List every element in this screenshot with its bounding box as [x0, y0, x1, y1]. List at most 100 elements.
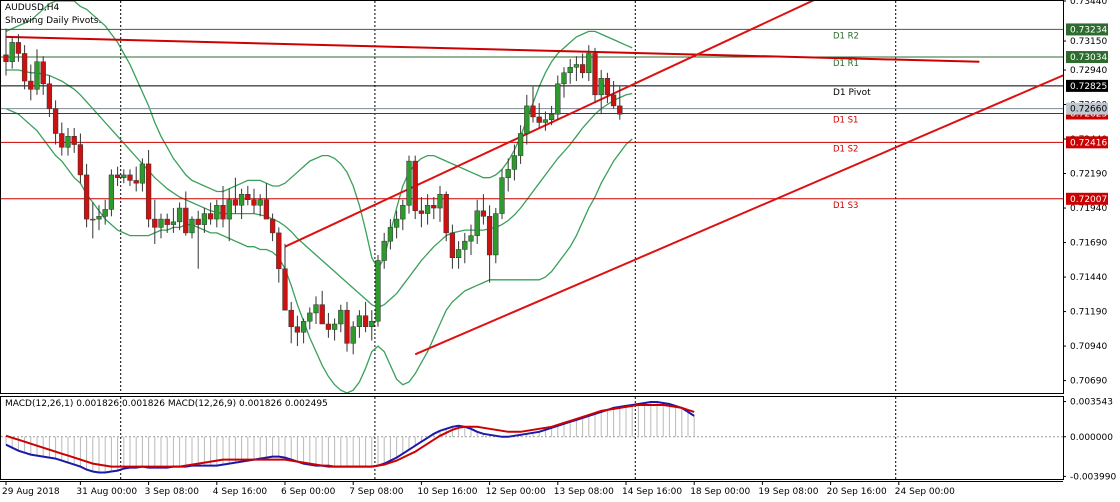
bear-candle	[276, 232, 282, 270]
bull-candle	[524, 105, 530, 134]
bull-candle	[226, 199, 232, 220]
bear-candle	[145, 163, 152, 220]
bull-candle	[369, 320, 375, 327]
bear-candle	[344, 309, 350, 344]
bull-candle	[90, 218, 96, 221]
pivot-price-tag	[1066, 51, 1108, 64]
macd-tick-label: -0.003990	[1070, 472, 1116, 482]
bear-candle	[152, 218, 158, 228]
bull-candle	[455, 249, 462, 258]
pivot-price-tag-label: 0.73234	[1070, 25, 1107, 35]
bull-candle	[511, 155, 518, 170]
symbol-title: AUDUSD,H4	[5, 3, 60, 13]
bull-candle	[257, 199, 263, 206]
time-tick-label: 18 Sep 00:00	[690, 487, 750, 497]
bull-candle	[238, 193, 245, 206]
indicator-note: Showing Daily Pivots.	[5, 16, 102, 26]
bull-candle	[34, 61, 40, 90]
bull-candle	[201, 213, 208, 225]
bull-candle	[567, 67, 573, 74]
bull-candle	[561, 72, 567, 85]
time-tick-label: 31 Aug 00:00	[76, 487, 137, 497]
bear-candle	[486, 216, 493, 256]
bear-candle	[133, 180, 139, 184]
price-tick-label: 0.70940	[1070, 342, 1107, 352]
bull-candle	[393, 218, 400, 228]
bear-candle	[443, 193, 449, 234]
bull-candle	[139, 163, 146, 184]
bear-candle	[449, 232, 456, 258]
bull-candle	[331, 323, 338, 330]
bear-candle	[263, 199, 270, 220]
bear-candle	[15, 42, 22, 54]
pivot-label: D1 S1	[833, 115, 858, 125]
bear-candle	[40, 61, 46, 85]
time-tick-label: 20 Sep 16:00	[827, 487, 887, 497]
channel-lower-trendline	[414, 74, 1063, 356]
bull-candle	[499, 177, 505, 214]
bear-candle	[28, 80, 34, 90]
bull-candle	[517, 133, 524, 156]
bear-candle	[480, 210, 487, 217]
time-tick-label: 3 Sep 08:00	[145, 487, 200, 497]
bull-candle	[474, 210, 480, 236]
pivot-label: D1 S2	[833, 144, 858, 154]
bull-candle	[313, 304, 319, 314]
bull-candle	[300, 320, 307, 333]
bear-candle	[46, 83, 53, 109]
bear-candle	[83, 174, 90, 220]
bull-candle	[400, 205, 406, 220]
bull-candle	[387, 227, 394, 242]
bull-candle	[505, 169, 511, 178]
time-tick-label: 10 Sep 16:00	[417, 487, 477, 497]
bull-candle	[96, 216, 102, 220]
bear-candle	[579, 64, 586, 74]
bear-candle	[288, 309, 294, 327]
bear-candle	[183, 207, 189, 234]
bear-candle	[195, 218, 201, 225]
time-tick-label: 14 Sep 16:00	[622, 487, 682, 497]
bull-candle	[555, 83, 561, 115]
bear-candle	[207, 213, 214, 220]
price-plot[interactable]: D1 R2 D1 R1 D1 Pivot D1 S1 D1 S2 D1 S3	[1, 0, 1120, 393]
bear-candle	[77, 144, 84, 176]
bear-candle	[251, 199, 257, 206]
bull-candle	[375, 260, 381, 322]
bull-candle	[586, 53, 592, 74]
time-tick-label: 6 Sep 00:00	[281, 487, 336, 497]
bollinger-lower-band	[5, 108, 633, 393]
pivot-label: D1 R2	[833, 31, 859, 41]
bear-candle	[617, 105, 623, 115]
bull-candle	[406, 160, 412, 206]
bear-candle	[21, 53, 28, 82]
macd-tick-label: 0.000000	[1070, 433, 1113, 443]
resistance-line	[5, 35, 980, 63]
bear-candle	[269, 218, 276, 234]
time-tick-label: 13 Sep 08:00	[554, 487, 614, 497]
pivot-price-tag-label: 0.72007	[1070, 195, 1107, 205]
macd-signal-line	[5, 404, 695, 468]
time-tick-label: 24 Sep 00:00	[895, 487, 955, 497]
bear-candle	[71, 136, 77, 145]
bear-candle	[418, 210, 425, 214]
bear-candle	[245, 193, 251, 201]
bear-candle	[319, 304, 325, 325]
bull-candle	[437, 193, 443, 209]
bear-candle	[412, 160, 418, 212]
bear-candle	[431, 205, 437, 209]
chart-frames	[0, 0, 1064, 482]
macd-tick-label: 0.003543	[1070, 398, 1113, 408]
pivot-label: D1 S3	[833, 201, 858, 211]
price-tick-label: 0.73150	[1070, 37, 1107, 47]
bear-candle	[164, 218, 170, 225]
bull-candle	[9, 42, 15, 62]
bear-candle	[52, 108, 59, 134]
bear-candle	[592, 53, 598, 96]
macd-header: MACD(12,26,1) 0.001826 0.001826 MACD(12,…	[5, 399, 328, 409]
macd-plot[interactable]	[1, 397, 1063, 479]
bull-candle	[424, 205, 431, 214]
bull-candle	[214, 205, 220, 220]
channel-upper-trendline	[284, 1, 815, 248]
